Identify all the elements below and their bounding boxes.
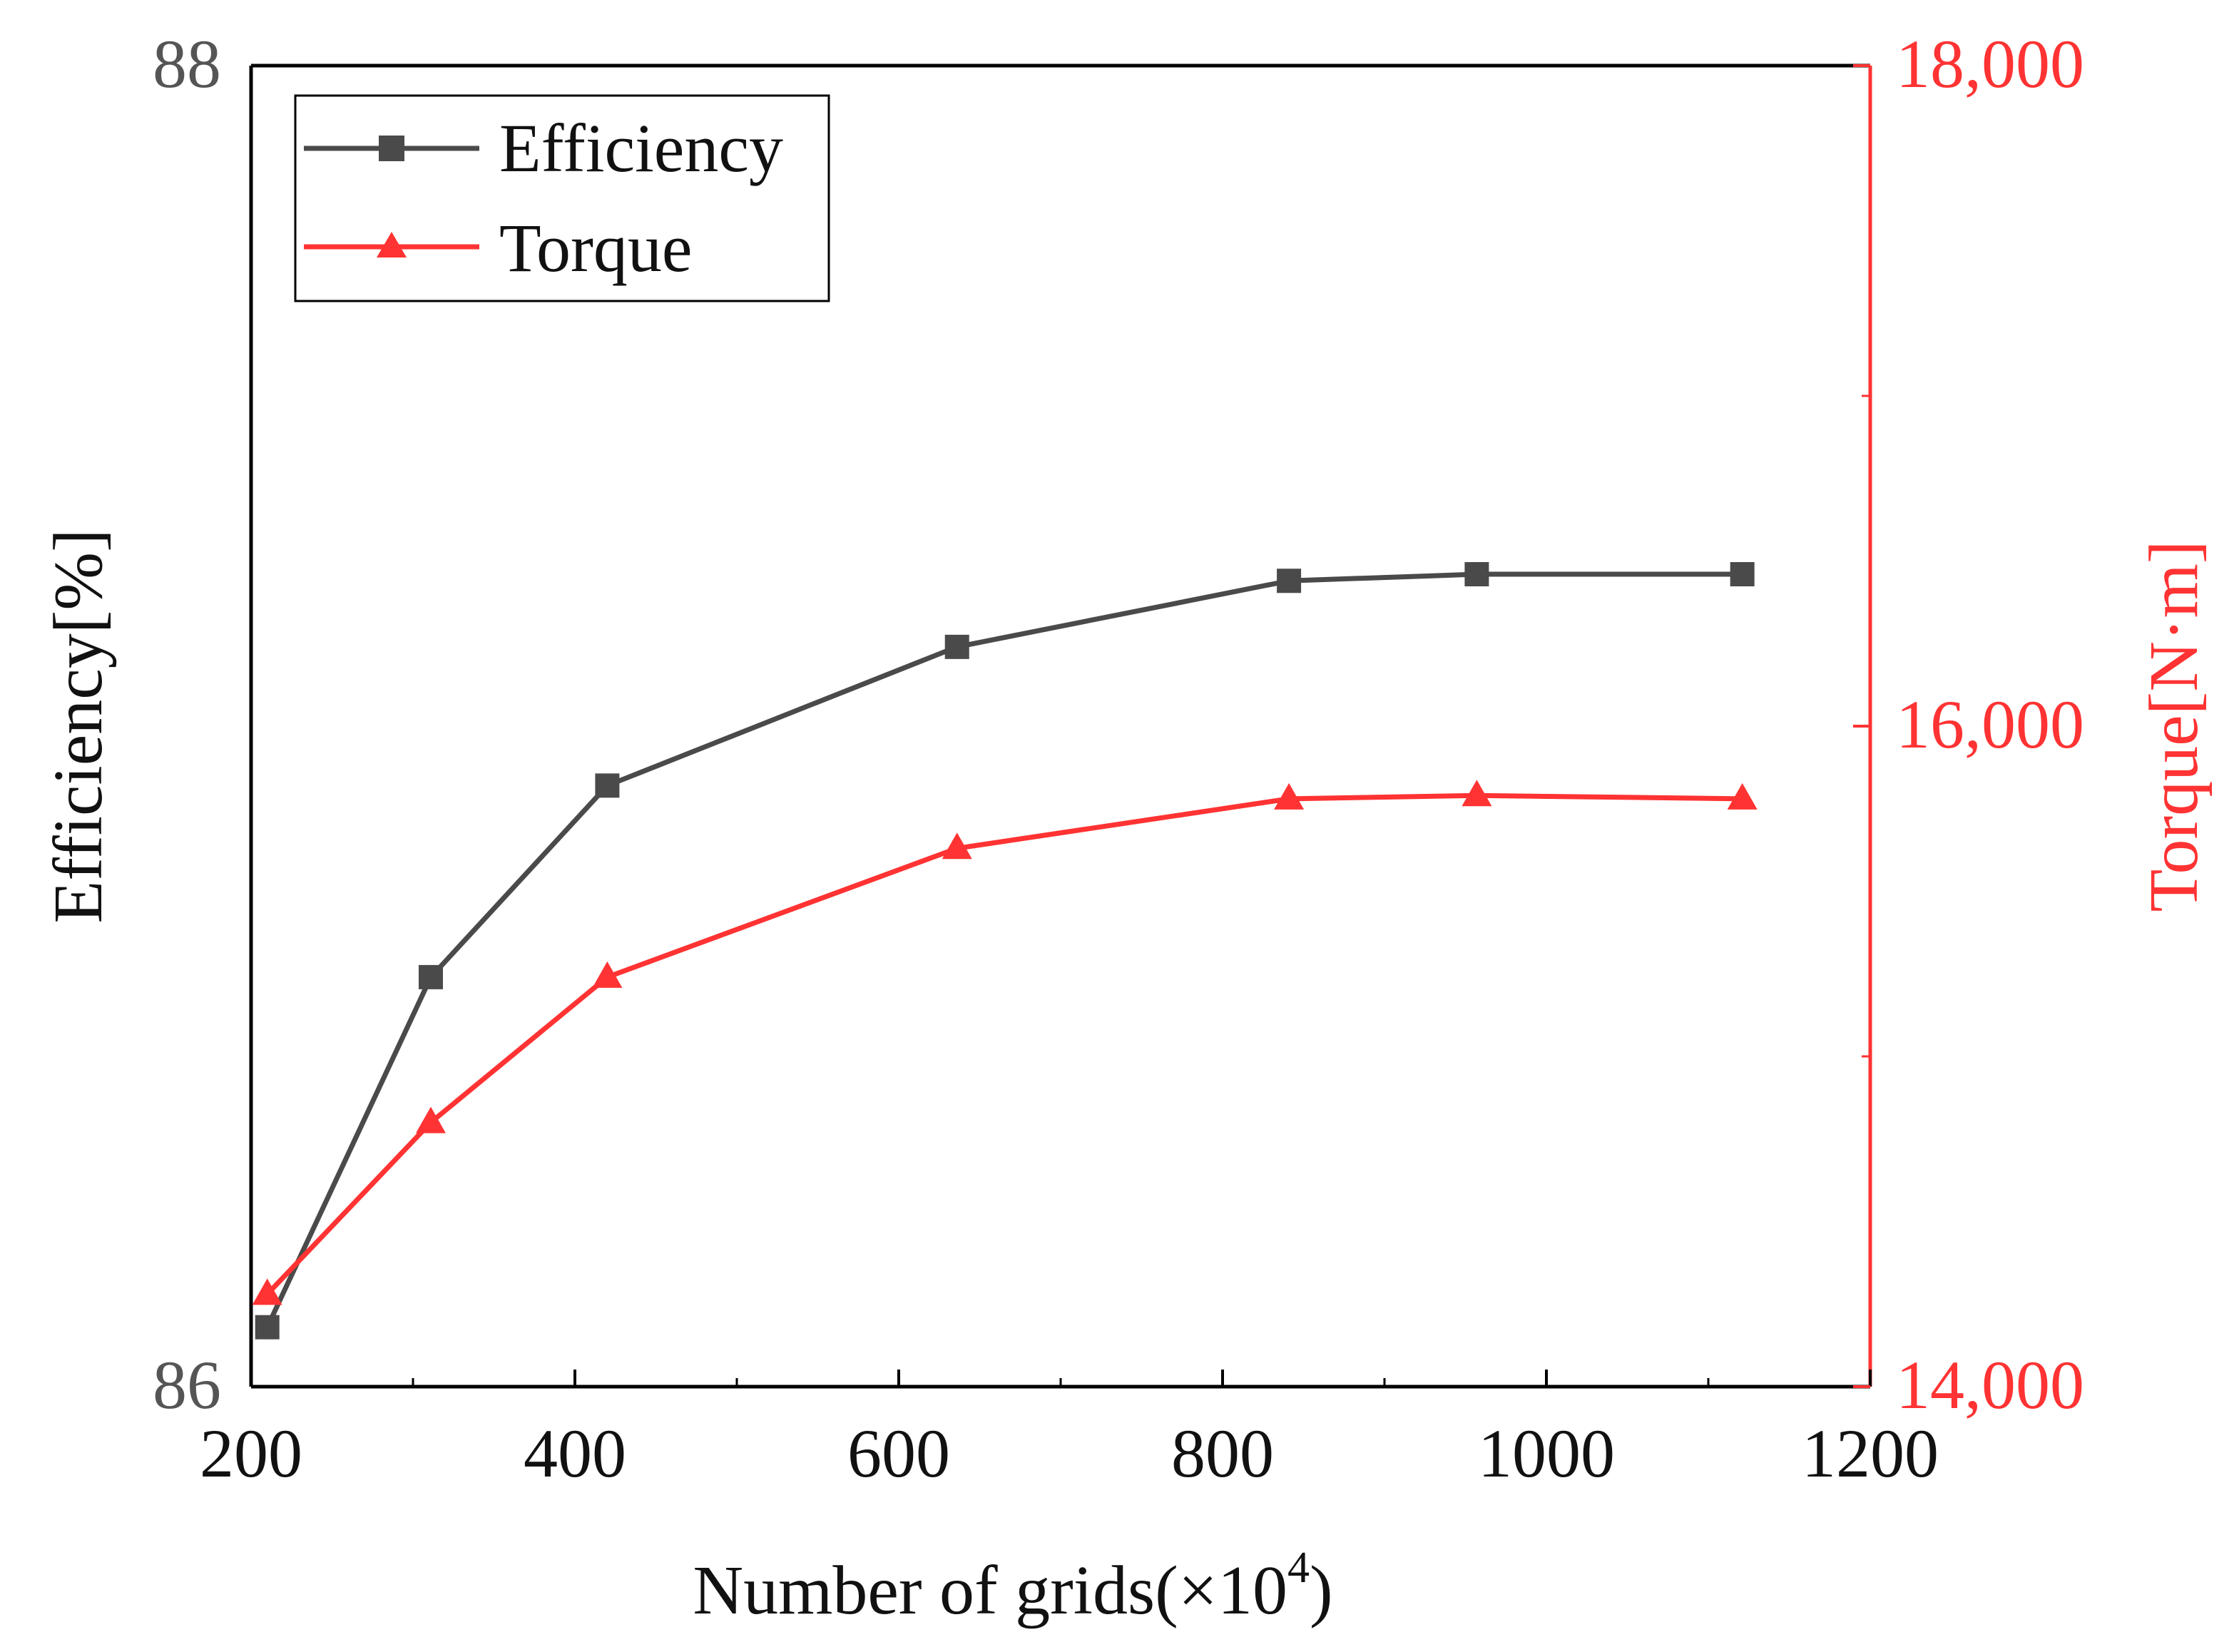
data-point-torque [1727,782,1758,810]
x-axis-title: Number of grids(×104) [693,1544,1332,1629]
x-axis-title-exponent: 4 [1287,1544,1310,1592]
y-left-tick-label: 88 [153,26,221,102]
legend-efficiency-marker [379,136,404,161]
data-point-torque [1274,782,1305,810]
y-right-tick-label: 14,000 [1896,1347,2084,1423]
data-point-efficiency [418,964,443,989]
legend-efficiency-label: Efficiency [499,110,783,186]
data-point-torque [942,832,972,860]
x-tick-label: 600 [847,1415,950,1492]
y-right-tick-label: 18,000 [1896,26,2084,102]
x-axis-title-main: Number of grids(×10 [693,1552,1287,1629]
legend-box [294,94,830,302]
data-point-torque [415,1106,446,1133]
y-right-tick-label: 16,000 [1896,686,2084,763]
data-point-efficiency [255,1315,280,1340]
y-left-tick-label: 86 [153,1347,221,1423]
series-torque [252,780,1758,1305]
y-left-ticks: 86 88 [153,26,268,1423]
x-tick-label: 1000 [1478,1415,1615,1492]
x-tick-label: 400 [524,1415,626,1492]
data-point-torque [1462,780,1492,807]
legend-item-efficiency: Efficiency [304,110,783,186]
legend-item-torque: Torque [304,210,693,286]
x-axis-title-suffix: ) [1310,1552,1333,1629]
legend-torque-label: Torque [499,210,693,286]
y-right-axis-title: Torque[N·m] [2136,540,2213,912]
series-layer [252,562,1758,1340]
legend-torque-marker [377,232,407,258]
x-ticks: 200 400 600 800 1000 1200 [200,1370,1939,1492]
data-point-torque [252,1278,282,1305]
y-left-axis-title: Efficiency[%] [40,529,117,923]
data-point-torque [592,961,623,988]
x-tick-label: 800 [1171,1415,1274,1492]
y-right-ticks: 14,000 16,000 18,000 [1853,26,2084,1423]
data-point-efficiency [1730,562,1755,587]
data-point-efficiency [1277,568,1302,593]
legend: Efficiency Torque [294,94,830,302]
x-tick-label: 200 [200,1415,302,1492]
data-point-efficiency [1464,562,1489,587]
x-tick-label: 1200 [1802,1415,1939,1492]
data-point-efficiency [595,773,620,798]
data-point-efficiency [944,634,969,659]
series-efficiency [255,562,1755,1340]
